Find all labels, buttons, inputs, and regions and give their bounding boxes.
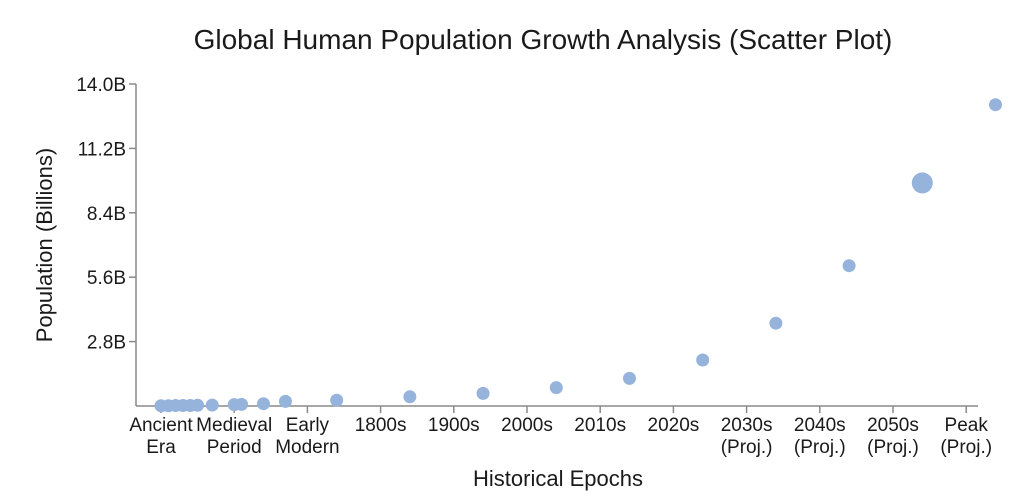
y-axis-title: Population (Billions) xyxy=(32,148,57,342)
data-point xyxy=(622,371,636,385)
data-point xyxy=(235,397,249,411)
x-tick-label: 2010s xyxy=(574,415,626,436)
x-tick-label: Early Modern xyxy=(275,415,339,458)
data-point xyxy=(696,353,710,367)
data-points xyxy=(154,98,1002,413)
y-axis-ticks: 2.8B 5.6B 8.4B 11.2B 14.0B xyxy=(76,75,136,354)
y-tick-label: 11.2B xyxy=(78,139,126,160)
data-point xyxy=(842,259,856,273)
data-point xyxy=(256,397,270,411)
data-point xyxy=(191,398,205,412)
y-tick-label: 14.0B xyxy=(76,75,126,96)
data-point xyxy=(205,398,219,412)
x-axis-title: Historical Epochs xyxy=(473,466,643,491)
data-point xyxy=(278,394,292,408)
x-tick-label: 1800s xyxy=(355,415,407,436)
y-tick-label: 2.8B xyxy=(87,333,126,354)
data-point xyxy=(330,393,344,407)
x-tick-label: 2050s (Proj.) xyxy=(867,415,919,458)
data-point xyxy=(549,381,563,395)
data-point xyxy=(769,316,783,330)
data-point xyxy=(988,98,1002,112)
data-point xyxy=(476,386,490,400)
axes xyxy=(135,84,978,407)
x-tick-label: Medieval Period xyxy=(196,415,272,458)
x-tick-label: 2040s (Proj.) xyxy=(794,415,846,458)
chart-title: Global Human Population Growth Analysis … xyxy=(194,24,893,55)
x-tick-label: 2020s xyxy=(648,415,700,436)
data-point xyxy=(403,390,417,404)
x-tick-label: 1900s xyxy=(428,415,480,436)
y-tick-label: 8.4B xyxy=(87,204,126,225)
x-tick-label: Peak (Proj.) xyxy=(940,415,992,458)
x-tick-label: 2000s xyxy=(501,415,553,436)
x-tick-label: 2030s (Proj.) xyxy=(721,415,773,458)
data-point-highlighted xyxy=(911,172,933,194)
y-tick-label: 5.6B xyxy=(87,268,126,289)
x-tick-label: Ancient Era xyxy=(129,415,193,458)
